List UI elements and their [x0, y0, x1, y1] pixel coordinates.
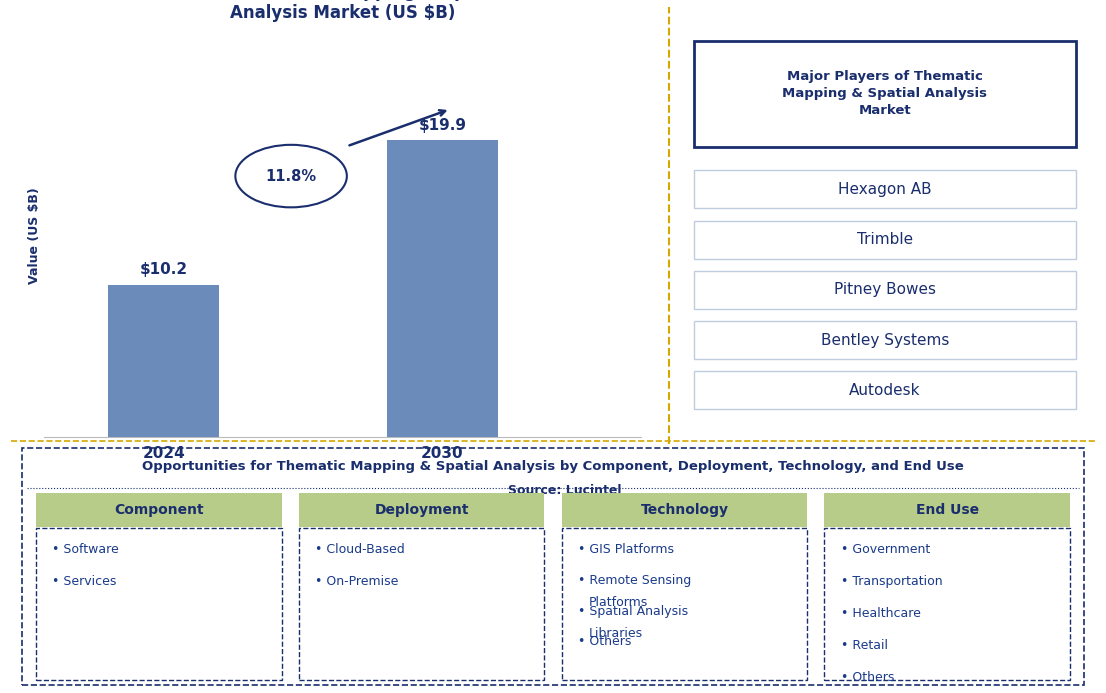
Text: Opportunities for Thematic Mapping & Spatial Analysis by Component, Deployment, : Opportunities for Thematic Mapping & Spa… — [143, 460, 963, 473]
Text: • Services: • Services — [52, 575, 116, 588]
FancyBboxPatch shape — [562, 493, 807, 527]
Y-axis label: Value (US $B): Value (US $B) — [29, 187, 41, 284]
Text: • Healthcare: • Healthcare — [841, 607, 920, 620]
Text: $19.9: $19.9 — [418, 118, 467, 133]
Text: • Software: • Software — [52, 543, 118, 556]
FancyBboxPatch shape — [824, 528, 1071, 680]
Text: • Transportation: • Transportation — [841, 575, 942, 588]
Text: Pitney Bowes: Pitney Bowes — [834, 282, 936, 297]
Text: Platforms: Platforms — [588, 596, 648, 609]
FancyBboxPatch shape — [824, 493, 1071, 527]
Text: • On-Premise: • On-Premise — [315, 575, 398, 588]
FancyBboxPatch shape — [693, 41, 1076, 147]
Text: Trimble: Trimble — [857, 232, 912, 247]
Text: • Spatial Analysis: • Spatial Analysis — [577, 605, 688, 617]
Text: • Retail: • Retail — [841, 639, 887, 652]
Text: Technology: Technology — [640, 503, 729, 517]
Text: • Remote Sensing: • Remote Sensing — [577, 574, 691, 587]
Text: Deployment: Deployment — [374, 503, 469, 517]
FancyBboxPatch shape — [693, 271, 1076, 309]
FancyBboxPatch shape — [562, 528, 807, 680]
Bar — [108, 285, 219, 437]
FancyBboxPatch shape — [693, 321, 1076, 359]
FancyBboxPatch shape — [35, 493, 282, 527]
Text: Bentley Systems: Bentley Systems — [821, 333, 949, 348]
Text: • Cloud-Based: • Cloud-Based — [315, 543, 405, 556]
Text: Hexagon AB: Hexagon AB — [838, 182, 931, 197]
Text: Source: Lucintel: Source: Lucintel — [508, 484, 622, 497]
Text: 11.8%: 11.8% — [265, 168, 316, 184]
FancyBboxPatch shape — [693, 170, 1076, 209]
Text: End Use: End Use — [916, 503, 979, 517]
Text: • Others: • Others — [841, 671, 894, 684]
Text: $10.2: $10.2 — [139, 263, 188, 277]
FancyBboxPatch shape — [299, 528, 544, 680]
Title: Global Thematic Mapping & Spatial
Analysis Market (US $B): Global Thematic Mapping & Spatial Analys… — [178, 0, 508, 22]
FancyBboxPatch shape — [35, 528, 282, 680]
FancyBboxPatch shape — [693, 220, 1076, 258]
Text: Autodesk: Autodesk — [849, 383, 920, 398]
Bar — [387, 141, 498, 437]
Text: • GIS Platforms: • GIS Platforms — [577, 543, 674, 556]
Text: Libraries: Libraries — [588, 626, 643, 640]
Text: • Government: • Government — [841, 543, 930, 556]
FancyBboxPatch shape — [299, 493, 544, 527]
FancyBboxPatch shape — [693, 371, 1076, 410]
Text: • Others: • Others — [577, 635, 632, 649]
Text: Major Players of Thematic
Mapping & Spatial Analysis
Market: Major Players of Thematic Mapping & Spat… — [782, 70, 988, 117]
Text: Component: Component — [114, 503, 204, 517]
